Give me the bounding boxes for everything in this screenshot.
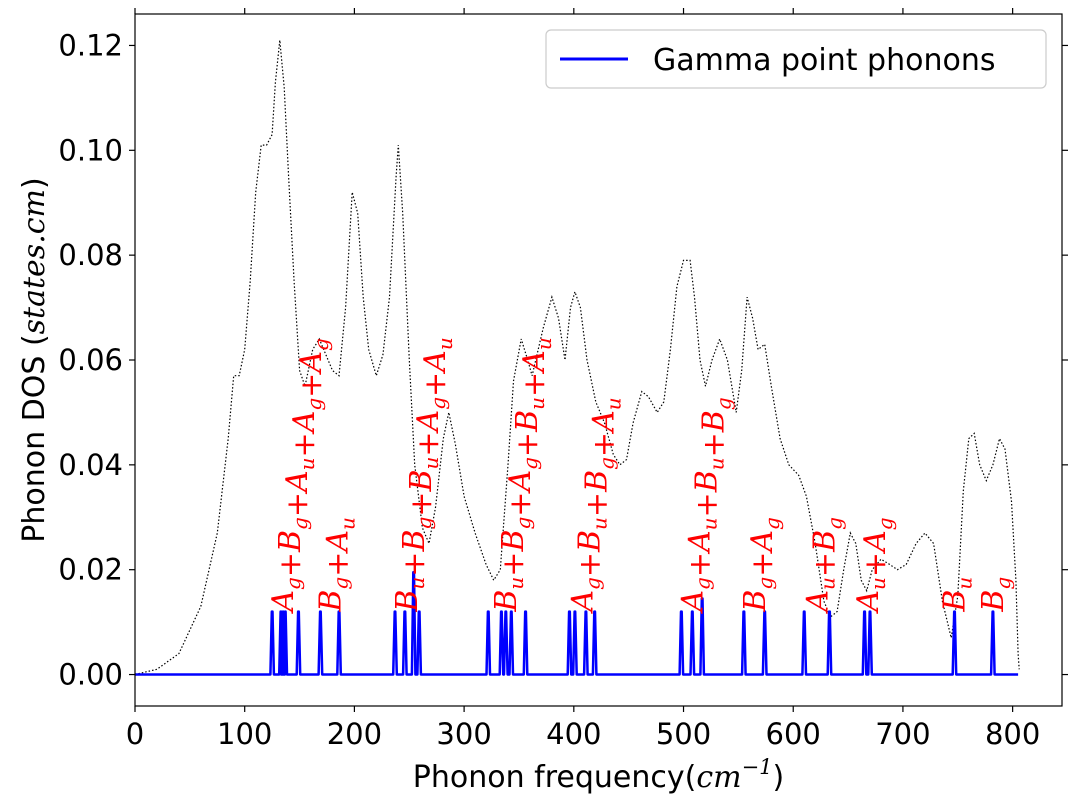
- dos-curve-layer: [134, 40, 1020, 676]
- mode-label: Bg+Ag: [738, 517, 784, 612]
- y-tick-label: 0.00: [58, 658, 123, 692]
- x-tick-label: 100: [217, 717, 272, 751]
- dos-curve: [134, 40, 1020, 676]
- x-tick-label: 500: [656, 717, 711, 751]
- legend: Gamma point phonons: [545, 29, 1047, 89]
- legend-box: [545, 29, 1047, 89]
- y-tick-label: 0.12: [58, 28, 123, 62]
- y-tick-label: 0.08: [58, 238, 123, 272]
- mode-label: Au+Ag: [851, 517, 897, 614]
- x-tick-label: 800: [985, 717, 1040, 751]
- mode-label: Ag+Bg+Au+Ag+Ag: [266, 338, 333, 614]
- x-tick-label: 400: [546, 717, 601, 751]
- x-tick-label: 300: [436, 717, 491, 751]
- x-tick-label: 0: [126, 717, 144, 751]
- mode-label: Ag+Au+Bu+Bg: [675, 397, 735, 614]
- mode-label: Bg+Au: [313, 517, 359, 613]
- y-tick-label: 0.04: [58, 448, 123, 482]
- y-tick-label: 0.02: [58, 553, 123, 587]
- gamma-phonon-line: [135, 571, 1019, 676]
- mode-label: Bu+Bg+Bu+Ag+Au: [390, 337, 457, 612]
- legend-label-gamma: Gamma point phonons: [653, 43, 995, 78]
- y-axis-ticks: 0.00 0.02 0.04 0.06 0.08 0.10 0.12: [58, 28, 1068, 692]
- x-axis-ticks: 0 100 200 300 400 500 600 700 800: [126, 8, 1040, 751]
- mode-label: Bg: [976, 577, 1015, 613]
- y-tick-label: 0.10: [58, 133, 123, 167]
- y-axis-title: Phonon DOS (states.cm): [17, 177, 52, 542]
- mode-label: Au+Bg: [800, 517, 846, 615]
- x-tick-label: 200: [327, 717, 382, 751]
- y-tick-label: 0.06: [58, 343, 123, 377]
- mode-label: Bu: [937, 577, 976, 613]
- x-tick-label: 700: [875, 717, 930, 751]
- x-axis-title: Phonon frequency(cm−1): [413, 755, 785, 795]
- x-tick-label: 600: [766, 717, 821, 751]
- mode-label: Bu+Bg+Ag+Bu+Au: [489, 337, 556, 612]
- mode-label: Ag+Bu+Bg+Au: [566, 397, 626, 614]
- gamma-phonon-layer: [135, 571, 1019, 676]
